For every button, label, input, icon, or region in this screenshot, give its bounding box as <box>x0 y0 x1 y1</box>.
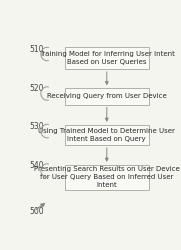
Text: 500: 500 <box>30 208 44 216</box>
Text: 540: 540 <box>30 161 44 170</box>
FancyBboxPatch shape <box>65 88 149 104</box>
FancyBboxPatch shape <box>65 165 149 190</box>
FancyBboxPatch shape <box>65 125 149 145</box>
Text: 510: 510 <box>30 45 44 54</box>
Text: 530: 530 <box>30 122 44 131</box>
Text: Using Trained Model to Determine User
Intent Based on Query: Using Trained Model to Determine User In… <box>38 128 175 142</box>
Text: Receiving Query from User Device: Receiving Query from User Device <box>47 94 167 100</box>
FancyBboxPatch shape <box>65 47 149 69</box>
Text: 520: 520 <box>30 84 44 93</box>
Text: Presenting Search Results on User Device
for User Query Based on Inferred User
I: Presenting Search Results on User Device… <box>34 166 180 188</box>
Text: Training Model for Inferring User Intent
Based on User Queries: Training Model for Inferring User Intent… <box>39 51 175 65</box>
